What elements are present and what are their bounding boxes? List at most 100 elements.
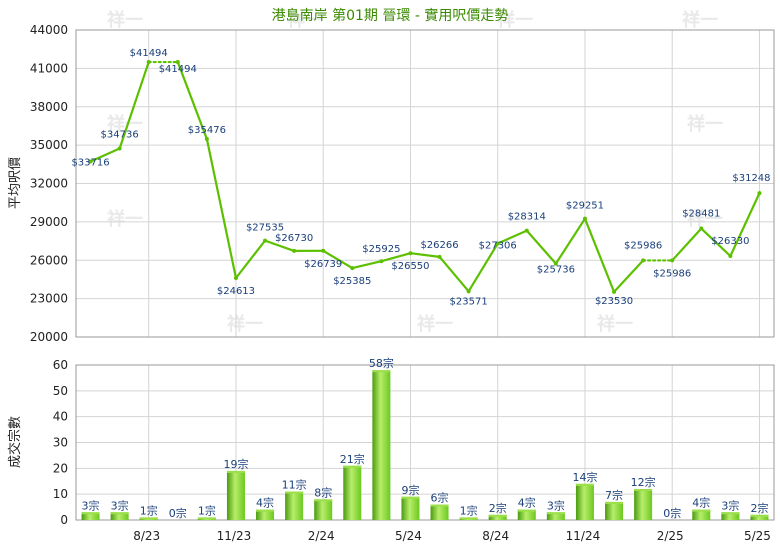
price-line-segment (671, 227, 703, 262)
price-point (466, 289, 471, 294)
bar-data-label: 3宗 (547, 498, 565, 512)
x-tick-label: 11/24 (566, 529, 601, 543)
volume-bar-cap (110, 512, 129, 515)
price-tick-label: 35000 (30, 138, 68, 152)
price-data-label: $24613 (217, 286, 255, 297)
price-point (233, 275, 238, 280)
volume-bar-cap (546, 512, 565, 515)
price-data-label: $29251 (566, 201, 604, 212)
volume-bar-cap (343, 465, 362, 468)
bar-data-label: 9宗 (401, 483, 419, 497)
price-point (146, 60, 151, 65)
volume-bar-cap (605, 501, 624, 504)
x-tick-label: 5/24 (395, 529, 422, 543)
price-data-label: $28481 (682, 209, 720, 220)
volume-bar (721, 512, 740, 520)
price-line-segment (176, 60, 208, 141)
price-line-segment (205, 137, 238, 280)
bar-data-label: 1宗 (198, 503, 216, 517)
frame-layer (75, 29, 775, 521)
price-data-label: $25736 (537, 265, 575, 276)
price-point (728, 254, 733, 259)
volume-bar (750, 514, 769, 520)
volume-bar (285, 491, 304, 520)
bar-data-label: 1宗 (140, 503, 158, 517)
price-data-label: $26730 (275, 233, 313, 244)
volume-bar (314, 499, 333, 520)
bar-data-label: 1宗 (460, 503, 478, 517)
x-tick-label: 8/23 (133, 529, 160, 543)
price-point (88, 159, 93, 164)
volume-bar-cap (634, 489, 653, 491)
price-line-segment (438, 255, 470, 293)
bar-data-label: 4宗 (256, 496, 274, 510)
price-tick-label: 44000 (30, 23, 68, 37)
volume-tick-label: 20 (53, 461, 68, 475)
volume-panel-frame (75, 364, 775, 521)
price-point (437, 254, 442, 259)
bar-data-label: 3宗 (111, 498, 129, 512)
volume-tick-label: 60 (53, 358, 68, 372)
watermark-text: 祥一 (107, 208, 143, 230)
x-tick-label: 2/25 (657, 529, 684, 543)
watermark-text: 祥一 (597, 313, 633, 335)
volume-tick-label: 0 (60, 513, 68, 527)
price-data-label: $41494 (159, 64, 197, 75)
price-line-segment (118, 60, 150, 150)
price-line-segment (322, 249, 354, 270)
bar-layer (81, 370, 769, 520)
bar-data-label: 4宗 (518, 496, 536, 510)
price-point (641, 258, 646, 263)
price-line-segment (612, 259, 645, 293)
price-point (553, 261, 558, 266)
price-line-segment (496, 229, 528, 245)
watermark-text: 祥一 (107, 9, 143, 31)
volume-tick-label: 10 (53, 487, 68, 501)
x-tick-label: 11/23 (217, 529, 252, 543)
volume-bar (226, 470, 245, 520)
volume-bar (546, 512, 565, 520)
price-data-label: $25925 (362, 244, 400, 255)
price-line-segment (234, 239, 267, 280)
volume-bar-cap (575, 483, 594, 486)
price-line-segment (89, 147, 121, 163)
bar-data-label: 7宗 (605, 488, 623, 502)
price-data-label: $26330 (711, 236, 749, 247)
price-data-label: $26739 (304, 259, 342, 270)
price-line-segment (380, 252, 412, 263)
price-point (408, 251, 413, 256)
price-data-label: $23530 (595, 296, 633, 307)
volume-bar (488, 514, 507, 520)
volume-bar (343, 465, 362, 520)
price-tick-label: 20000 (30, 330, 68, 344)
price-data-label: $35476 (188, 125, 226, 136)
volume-bar-cap (197, 517, 216, 520)
price-data-label: $34736 (101, 130, 139, 141)
volume-bar-cap (226, 470, 245, 473)
price-point (524, 228, 529, 233)
price-line-segment (700, 227, 732, 258)
price-line-segment (525, 229, 557, 265)
price-tick-label: 26000 (30, 253, 68, 267)
price-data-label: $31248 (732, 173, 770, 184)
x-tick-label: 5/25 (744, 529, 771, 543)
bar-data-label: 3宗 (721, 498, 739, 512)
bar-data-label: 0宗 (663, 506, 681, 520)
price-data-label: $28314 (508, 212, 546, 223)
volume-tick-label: 50 (53, 384, 68, 398)
watermark-text: 祥一 (687, 208, 723, 230)
price-data-label: $25986 (624, 240, 662, 251)
volume-bar-cap (459, 517, 478, 520)
price-data-label: $27535 (246, 223, 284, 234)
price-line-segment (583, 217, 616, 293)
price-tick-label: 41000 (30, 61, 68, 75)
price-data-label: $41494 (130, 48, 168, 59)
volume-bar-cap (285, 491, 304, 494)
bar-data-label: 58宗 (369, 356, 394, 370)
volume-tick-label: 30 (53, 436, 68, 450)
price-data-label: $33716 (71, 158, 109, 169)
bar-data-label: 2宗 (750, 501, 768, 515)
price-point (117, 146, 122, 151)
